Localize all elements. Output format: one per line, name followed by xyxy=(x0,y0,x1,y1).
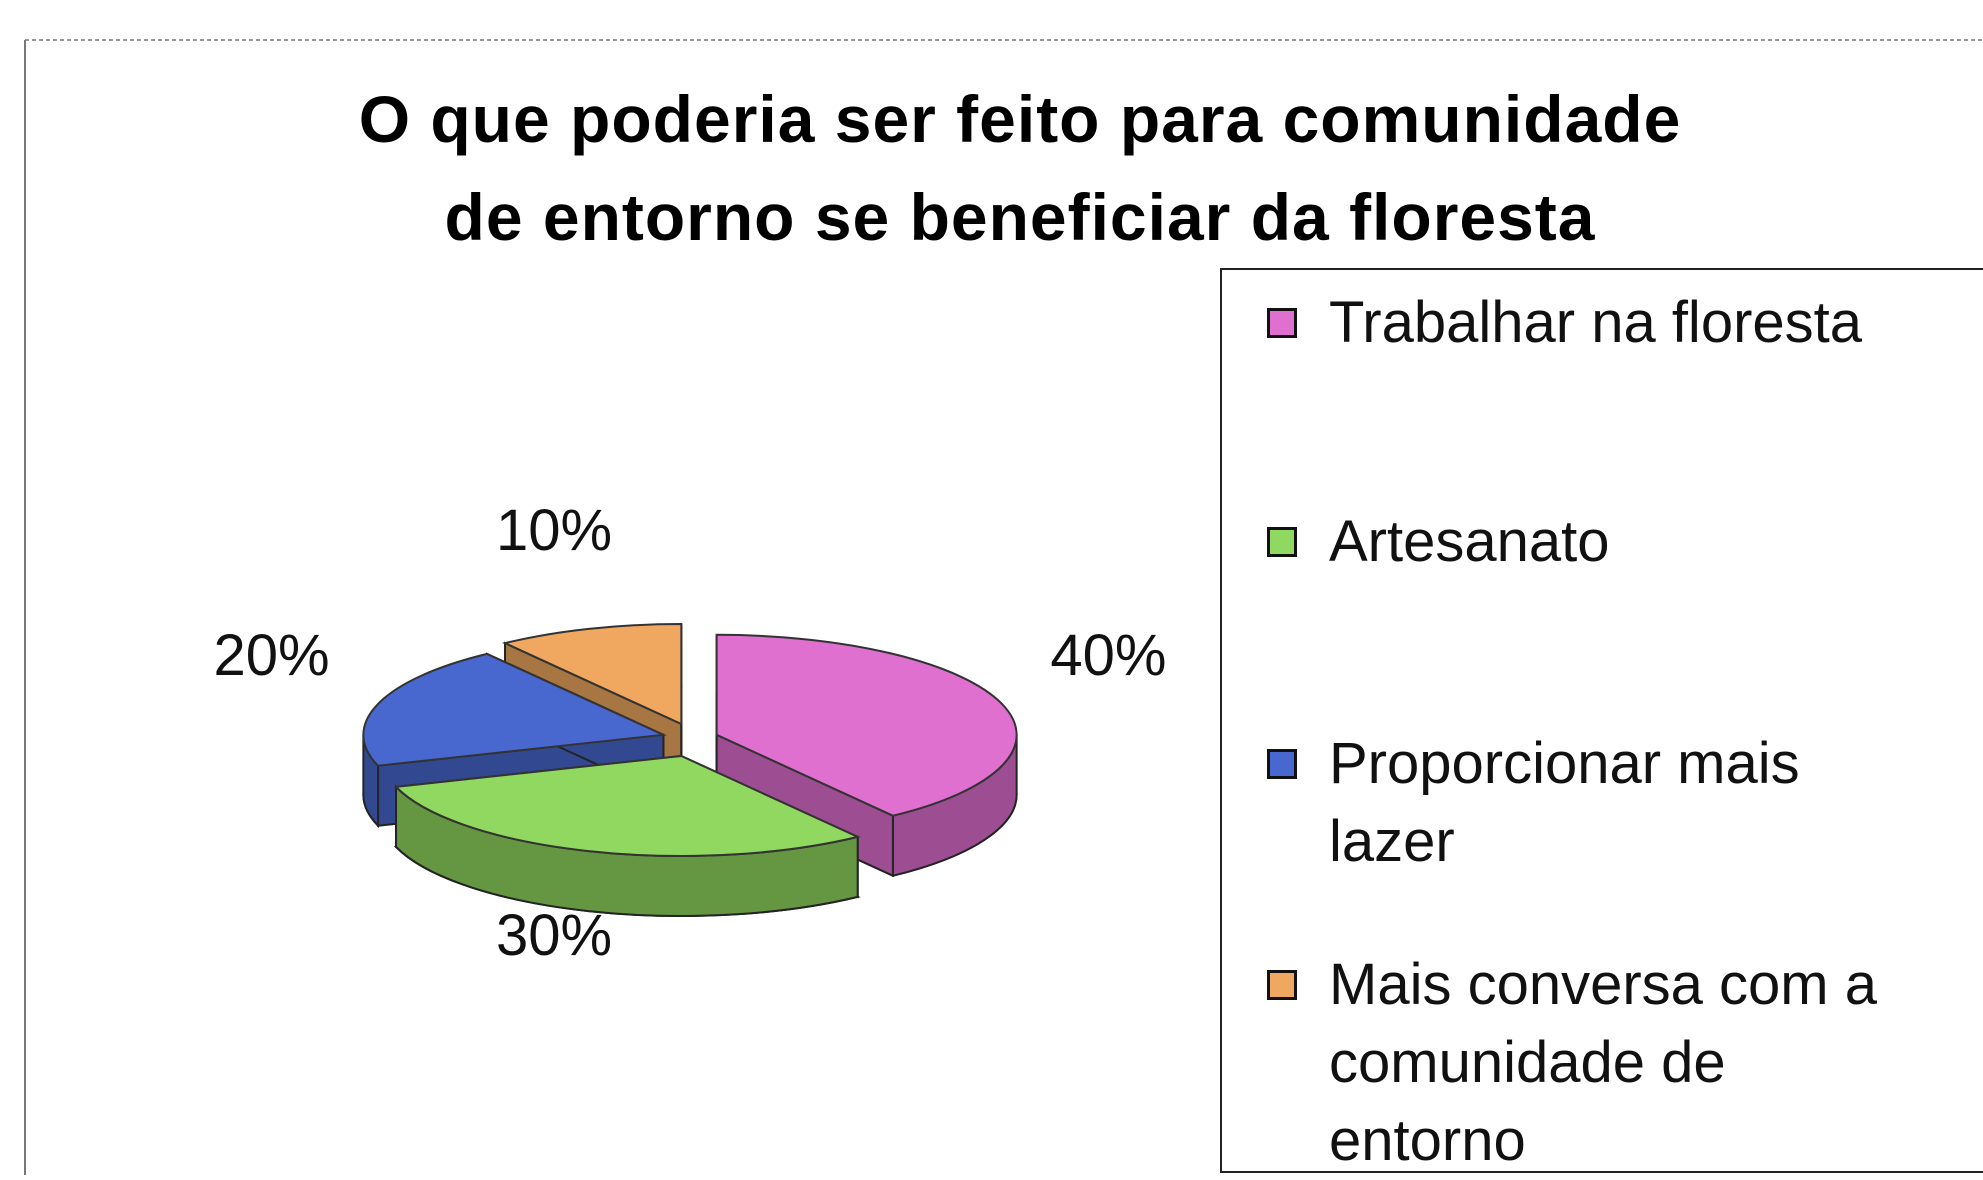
data-label: 40% xyxy=(1050,623,1166,688)
data-label: 10% xyxy=(496,498,612,563)
legend: Trabalhar na floresta Artesanato Proporcio… xyxy=(1220,268,1983,1173)
legend-swatch xyxy=(1267,308,1297,338)
legend-label: Mais conversa com a comunidade de entorn… xyxy=(1329,952,1877,1173)
legend-entry: Artesanato xyxy=(1267,503,1610,581)
legend-entry: Trabalhar na floresta xyxy=(1267,284,1862,362)
legend-swatch xyxy=(1267,970,1297,1000)
legend-label: Proporcionar mais lazer xyxy=(1329,731,1800,874)
legend-swatch xyxy=(1267,749,1297,779)
slice xyxy=(393,754,861,857)
chart-title: O que poderia ser feito para comunidade … xyxy=(358,82,1682,254)
legend-label: Trabalhar na floresta xyxy=(1329,290,1863,355)
legend-entry: Proporcionar mais lazer xyxy=(1267,725,1800,881)
legend-swatch xyxy=(1267,527,1297,557)
slice xyxy=(501,623,683,726)
legend-entry: Mais conversa com a comunidade de entorn… xyxy=(1267,946,1877,1180)
data-label: 20% xyxy=(213,623,329,688)
slice xyxy=(715,633,1018,817)
legend-label: Artesanato xyxy=(1329,509,1610,574)
data-label: 30% xyxy=(496,903,612,968)
slice xyxy=(362,652,668,767)
